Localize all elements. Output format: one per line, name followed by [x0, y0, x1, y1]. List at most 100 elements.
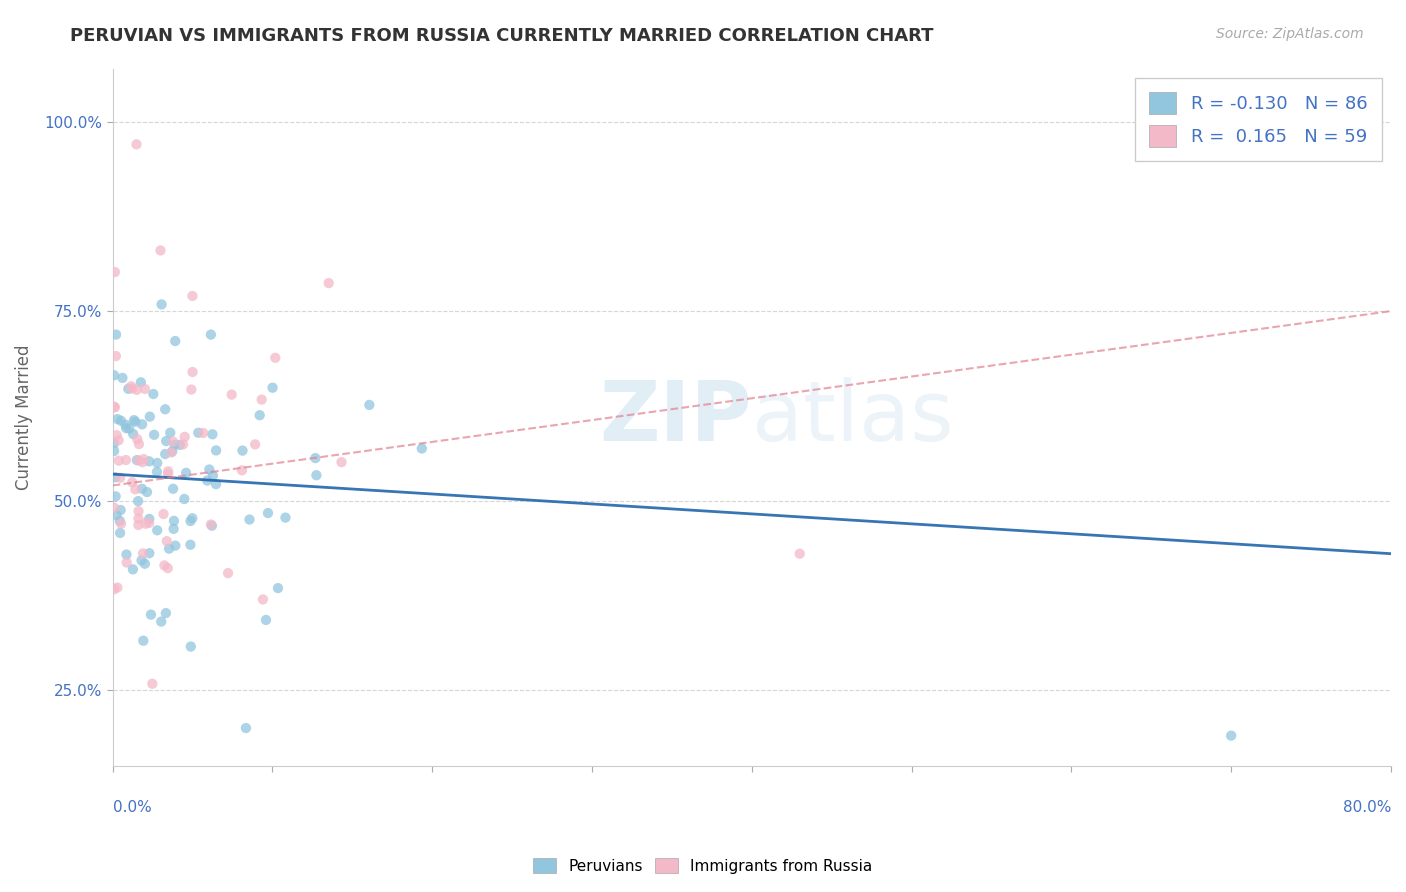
Point — [153, 402, 176, 417]
Point — [249, 409, 271, 423]
Point — [124, 415, 146, 429]
Point — [165, 539, 187, 553]
Point — [115, 556, 138, 570]
Point — [146, 524, 169, 538]
Point — [231, 463, 253, 477]
Point — [238, 512, 260, 526]
Point — [181, 289, 204, 303]
Point — [153, 558, 176, 573]
Text: atlas: atlas — [752, 376, 953, 458]
Point — [150, 615, 173, 629]
Point — [160, 445, 183, 459]
Point — [181, 365, 204, 379]
Point — [128, 453, 150, 467]
Point — [1220, 729, 1243, 743]
Point — [201, 427, 224, 442]
Point — [264, 351, 287, 365]
Point — [205, 477, 228, 491]
Point — [108, 453, 131, 467]
Point — [187, 425, 209, 440]
Point — [179, 538, 201, 552]
Point — [157, 464, 180, 478]
Text: ZIP: ZIP — [599, 376, 752, 458]
Text: PERUVIAN VS IMMIGRANTS FROM RUSSIA CURRENTLY MARRIED CORRELATION CHART: PERUVIAN VS IMMIGRANTS FROM RUSSIA CURRE… — [70, 27, 934, 45]
Point — [103, 582, 125, 597]
Point — [104, 470, 127, 484]
Point — [201, 468, 224, 483]
Point — [108, 525, 131, 540]
Point — [157, 467, 180, 481]
Point — [138, 516, 160, 530]
Point — [163, 514, 186, 528]
Point — [200, 517, 222, 532]
Point — [165, 334, 187, 348]
Point — [122, 413, 145, 427]
Point — [105, 327, 128, 342]
Point — [104, 349, 127, 363]
Text: 0.0%: 0.0% — [112, 800, 152, 815]
Point — [180, 383, 202, 397]
Point — [173, 430, 195, 444]
Point — [134, 557, 156, 571]
Point — [330, 455, 353, 469]
Point — [134, 382, 156, 396]
Point — [205, 443, 228, 458]
Point — [267, 581, 290, 595]
Point — [359, 398, 381, 412]
Text: Source: ZipAtlas.com: Source: ZipAtlas.com — [1216, 27, 1364, 41]
Point — [221, 387, 243, 401]
Point — [143, 427, 166, 442]
Point — [131, 455, 153, 469]
Point — [125, 137, 148, 152]
Point — [162, 522, 184, 536]
Point — [141, 677, 163, 691]
Point — [104, 401, 127, 415]
Point — [121, 475, 143, 490]
Point — [231, 443, 253, 458]
Point — [104, 489, 127, 503]
Point — [180, 640, 202, 654]
Point — [254, 613, 277, 627]
Point — [125, 383, 148, 397]
Point — [156, 534, 179, 549]
Point — [174, 466, 197, 480]
Point — [117, 382, 139, 396]
Point — [146, 456, 169, 470]
Point — [318, 276, 340, 290]
Point — [169, 438, 191, 452]
Point — [103, 436, 125, 450]
Point — [139, 409, 162, 424]
Point — [138, 454, 160, 468]
Point — [129, 376, 152, 390]
Point — [118, 421, 141, 435]
Point — [235, 721, 257, 735]
Point — [142, 387, 165, 401]
Point — [104, 265, 127, 279]
Point — [115, 548, 138, 562]
Point — [105, 428, 128, 442]
Text: 80.0%: 80.0% — [1343, 800, 1391, 815]
Point — [103, 368, 125, 383]
Point — [172, 437, 194, 451]
Point — [107, 434, 129, 448]
Point — [128, 504, 150, 518]
Point — [103, 500, 125, 515]
Point — [128, 437, 150, 451]
Point — [162, 444, 184, 458]
Point — [155, 434, 177, 448]
Point — [163, 438, 186, 452]
Point — [110, 414, 132, 428]
Point — [274, 510, 297, 524]
Point — [157, 541, 180, 556]
Point — [152, 507, 174, 521]
Point — [132, 633, 155, 648]
Point — [131, 417, 153, 432]
Point — [173, 491, 195, 506]
Point — [150, 297, 173, 311]
Point — [252, 592, 274, 607]
Legend: Peruvians, Immigrants from Russia: Peruvians, Immigrants from Russia — [527, 852, 879, 880]
Point — [127, 494, 149, 508]
Point — [411, 442, 433, 456]
Point — [127, 518, 149, 533]
Point — [131, 482, 153, 496]
